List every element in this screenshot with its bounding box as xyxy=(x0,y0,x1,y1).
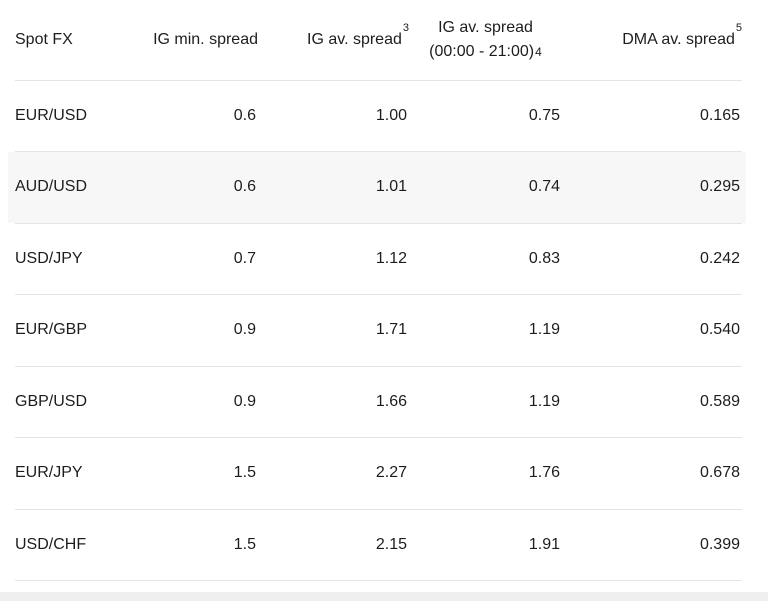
ig-av-spread-window-cell: 1.19 xyxy=(409,366,562,438)
column-header-label: IG av. spread xyxy=(307,30,402,48)
ig-av-spread-cell: 2.27 xyxy=(258,437,409,510)
ig-av-spread-window-cell: 1.19 xyxy=(409,294,562,367)
ig-min-spread-cell: 1.5 xyxy=(138,509,258,581)
pair-cell: EUR/GBP xyxy=(15,294,138,367)
table-row: EUR/JPY 1.5 2.27 1.76 0.678 xyxy=(15,437,742,510)
ig-av-spread-window-cell: 0.74 xyxy=(409,151,562,224)
ig-av-spread-cell: 1.66 xyxy=(258,366,409,438)
table-row: EUR/GBP 0.9 1.71 1.19 0.540 xyxy=(15,294,742,367)
pair-cell: USD/JPY xyxy=(15,223,138,295)
ig-av-spread-cell: 1.71 xyxy=(258,294,409,367)
column-header-ig-av-spread-window: IG av. spread (00:00 - 21:00)4 xyxy=(409,0,562,81)
ig-min-spread-cell: 0.9 xyxy=(138,294,258,367)
table-row: GBP/USD 0.9 1.66 1.19 0.589 xyxy=(15,366,742,438)
table-row: EUR/USD 0.6 1.00 0.75 0.165 xyxy=(15,80,742,152)
ig-av-spread-window-cell: 0.75 xyxy=(409,80,562,152)
ig-av-spread-cell: 2.15 xyxy=(258,509,409,581)
dma-av-spread-cell: 0.678 xyxy=(562,437,742,510)
pair-cell: GBP/USD xyxy=(15,366,138,438)
column-header-spot-fx: Spot FX xyxy=(15,0,138,81)
column-header-label: Spot FX xyxy=(15,30,73,48)
column-header-label-line2: (00:00 - 21:00)4 xyxy=(429,42,542,60)
ig-av-spread-window-cell: 1.91 xyxy=(409,509,562,581)
column-header-label: DMA av. spread xyxy=(622,30,735,48)
dma-av-spread-cell: 0.295 xyxy=(562,151,742,224)
dma-av-spread-cell: 0.242 xyxy=(562,223,742,295)
table-row-highlighted: AUD/USD 0.6 1.01 0.74 0.295 xyxy=(15,151,742,224)
footnote-marker: 3 xyxy=(402,22,409,35)
ig-min-spread-cell: 0.9 xyxy=(138,366,258,438)
column-header-label-line1: IG av. spread xyxy=(438,18,533,36)
ig-av-spread-window-cell: 1.76 xyxy=(409,437,562,510)
pair-cell: AUD/USD xyxy=(15,151,138,224)
column-header-ig-min-spread: IG min. spread xyxy=(138,0,258,81)
next-section-edge xyxy=(0,592,768,601)
ig-min-spread-cell: 1.5 xyxy=(138,437,258,510)
ig-av-spread-cell: 1.12 xyxy=(258,223,409,295)
ig-av-spread-cell: 1.00 xyxy=(258,80,409,152)
column-header-dma-av-spread: DMA av. spread5 xyxy=(562,0,742,81)
fx-spreads-table: Spot FX IG min. spread IG av. spread3 IG… xyxy=(15,0,742,581)
ig-min-spread-cell: 0.7 xyxy=(138,223,258,295)
column-header-ig-av-spread: IG av. spread3 xyxy=(258,0,409,81)
table-row: USD/CHF 1.5 2.15 1.91 0.399 xyxy=(15,509,742,581)
pair-cell: EUR/USD xyxy=(15,80,138,152)
ig-av-spread-window-cell: 0.83 xyxy=(409,223,562,295)
table-row: USD/JPY 0.7 1.12 0.83 0.242 xyxy=(15,223,742,295)
dma-av-spread-cell: 0.165 xyxy=(562,80,742,152)
dma-av-spread-cell: 0.540 xyxy=(562,294,742,367)
dma-av-spread-cell: 0.589 xyxy=(562,366,742,438)
table-header-row: Spot FX IG min. spread IG av. spread3 IG… xyxy=(15,0,742,81)
ig-min-spread-cell: 0.6 xyxy=(138,151,258,224)
pair-cell: EUR/JPY xyxy=(15,437,138,510)
footnote-marker: 4 xyxy=(535,44,542,59)
pair-cell: USD/CHF xyxy=(15,509,138,581)
footnote-marker: 5 xyxy=(735,22,742,35)
ig-av-spread-cell: 1.01 xyxy=(258,151,409,224)
dma-av-spread-cell: 0.399 xyxy=(562,509,742,581)
ig-min-spread-cell: 0.6 xyxy=(138,80,258,152)
column-header-label: IG min. spread xyxy=(153,30,258,48)
